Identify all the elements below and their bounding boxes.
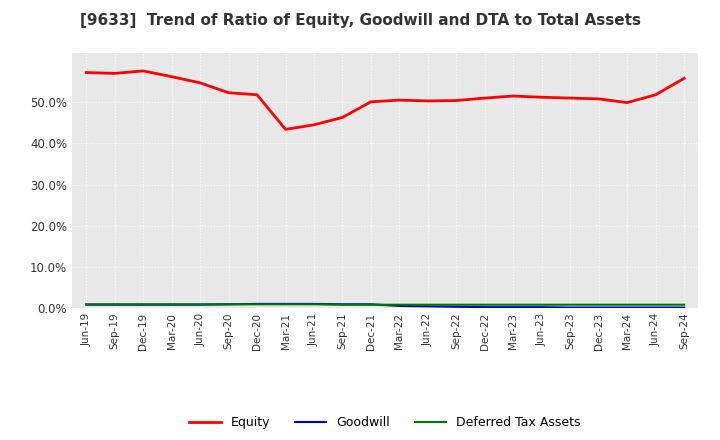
Deferred Tax Assets	[225, 302, 233, 307]
Legend: Equity, Goodwill, Deferred Tax Assets: Equity, Goodwill, Deferred Tax Assets	[184, 411, 586, 434]
Deferred Tax Assets	[310, 302, 318, 307]
Deferred Tax Assets	[652, 302, 660, 308]
Goodwill	[423, 304, 432, 309]
Line: Equity: Equity	[86, 71, 684, 129]
Line: Goodwill: Goodwill	[86, 304, 684, 308]
Deferred Tax Assets	[680, 302, 688, 308]
Equity	[225, 90, 233, 95]
Equity	[196, 80, 204, 85]
Goodwill	[480, 304, 489, 310]
Goodwill	[225, 302, 233, 307]
Equity	[509, 93, 518, 99]
Goodwill	[509, 304, 518, 310]
Equity	[82, 70, 91, 75]
Equity	[537, 95, 546, 100]
Deferred Tax Assets	[480, 302, 489, 308]
Goodwill	[253, 301, 261, 307]
Goodwill	[167, 302, 176, 308]
Equity	[139, 68, 148, 73]
Deferred Tax Assets	[595, 302, 603, 308]
Deferred Tax Assets	[566, 302, 575, 308]
Goodwill	[139, 302, 148, 308]
Deferred Tax Assets	[366, 302, 375, 308]
Goodwill	[595, 305, 603, 310]
Goodwill	[566, 305, 575, 310]
Deferred Tax Assets	[282, 302, 290, 307]
Goodwill	[310, 301, 318, 307]
Deferred Tax Assets	[139, 302, 148, 307]
Goodwill	[82, 302, 91, 308]
Goodwill	[395, 303, 404, 308]
Deferred Tax Assets	[423, 302, 432, 308]
Equity	[452, 98, 461, 103]
Equity	[366, 99, 375, 104]
Deferred Tax Assets	[537, 302, 546, 308]
Equity	[480, 95, 489, 101]
Deferred Tax Assets	[167, 302, 176, 307]
Deferred Tax Assets	[196, 302, 204, 307]
Equity	[110, 71, 119, 76]
Deferred Tax Assets	[338, 302, 347, 308]
Goodwill	[623, 305, 631, 310]
Equity	[566, 95, 575, 101]
Goodwill	[196, 302, 204, 308]
Deferred Tax Assets	[509, 302, 518, 308]
Goodwill	[110, 302, 119, 308]
Equity	[595, 96, 603, 102]
Equity	[680, 76, 688, 81]
Equity	[282, 127, 290, 132]
Goodwill	[652, 305, 660, 310]
Deferred Tax Assets	[623, 302, 631, 308]
Equity	[652, 92, 660, 97]
Goodwill	[680, 305, 688, 310]
Equity	[310, 122, 318, 128]
Goodwill	[282, 301, 290, 307]
Equity	[253, 92, 261, 97]
Equity	[623, 100, 631, 105]
Equity	[395, 98, 404, 103]
Deferred Tax Assets	[395, 302, 404, 308]
Equity	[423, 98, 432, 103]
Goodwill	[537, 304, 546, 310]
Deferred Tax Assets	[110, 302, 119, 307]
Text: [9633]  Trend of Ratio of Equity, Goodwill and DTA to Total Assets: [9633] Trend of Ratio of Equity, Goodwil…	[79, 13, 641, 28]
Equity	[167, 74, 176, 79]
Goodwill	[338, 302, 347, 307]
Deferred Tax Assets	[452, 302, 461, 308]
Equity	[338, 115, 347, 120]
Deferred Tax Assets	[253, 302, 261, 307]
Goodwill	[366, 302, 375, 307]
Goodwill	[452, 304, 461, 309]
Deferred Tax Assets	[82, 302, 91, 307]
